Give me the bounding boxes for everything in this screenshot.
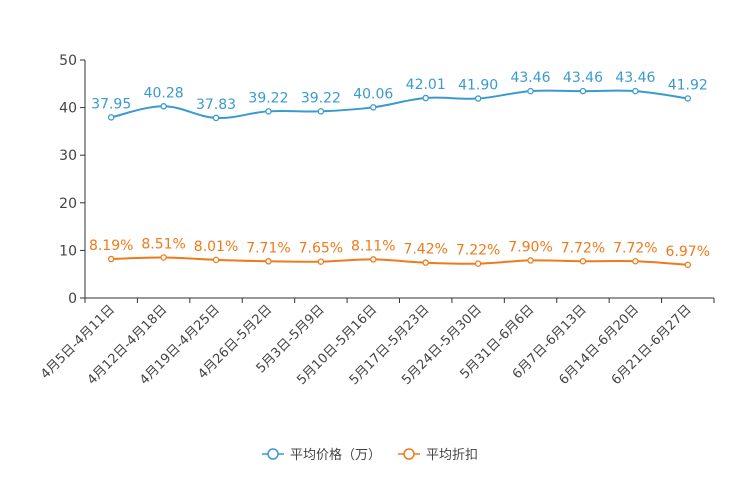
data-label: 7.71% bbox=[246, 240, 290, 256]
data-label: 39.22 bbox=[248, 90, 288, 106]
data-point bbox=[527, 257, 534, 264]
data-point bbox=[370, 256, 377, 263]
data-label: 43.46 bbox=[563, 70, 603, 86]
data-label: 41.92 bbox=[668, 77, 708, 93]
data-label: 42.01 bbox=[406, 77, 446, 93]
data-label: 43.46 bbox=[510, 70, 550, 86]
data-point bbox=[212, 256, 220, 264]
data-point bbox=[579, 258, 587, 265]
data-point bbox=[265, 258, 272, 265]
series-line-0 bbox=[110, 89, 688, 119]
data-label: 39.22 bbox=[301, 90, 341, 106]
data-label: 6.97% bbox=[666, 244, 710, 260]
data-label: 40.28 bbox=[144, 85, 184, 101]
data-point bbox=[684, 261, 692, 269]
legend-label: 平均价格（万） bbox=[290, 447, 381, 463]
data-label: 37.83 bbox=[196, 97, 236, 113]
y-tick-label: 0 bbox=[68, 291, 77, 307]
data-point bbox=[579, 87, 587, 95]
data-label: 7.90% bbox=[508, 239, 552, 255]
data-label: 7.72% bbox=[613, 240, 657, 256]
legend-label: 平均折扣 bbox=[426, 448, 478, 463]
series-line-1 bbox=[111, 256, 688, 266]
data-point bbox=[474, 95, 482, 102]
data-point bbox=[474, 260, 482, 267]
data-label: 7.22% bbox=[456, 243, 500, 259]
data-point bbox=[160, 254, 167, 261]
data-label: 41.90 bbox=[458, 78, 498, 94]
data-label: 43.46 bbox=[615, 70, 655, 86]
data-point bbox=[422, 94, 429, 102]
y-tick-label: 40 bbox=[59, 101, 77, 117]
y-tick-label: 50 bbox=[59, 53, 77, 69]
data-label: 8.19% bbox=[89, 238, 133, 254]
data-point bbox=[212, 114, 220, 122]
y-tick-label: 30 bbox=[59, 148, 77, 164]
data-point bbox=[160, 103, 167, 110]
data-point bbox=[632, 87, 639, 95]
data-point bbox=[107, 255, 115, 263]
data-label: 7.65% bbox=[299, 241, 343, 257]
data-label: 7.42% bbox=[403, 242, 447, 258]
data-point bbox=[317, 108, 325, 115]
data-label: 40.06 bbox=[353, 86, 393, 102]
data-point bbox=[527, 87, 534, 95]
data-point bbox=[422, 259, 429, 266]
data-label: 37.95 bbox=[91, 96, 131, 112]
data-point bbox=[107, 114, 115, 121]
y-tick-label: 20 bbox=[59, 196, 77, 212]
data-label: 8.01% bbox=[194, 239, 238, 255]
legend-swatch-marker bbox=[403, 448, 415, 460]
data-label: 8.51% bbox=[141, 236, 185, 252]
data-point bbox=[684, 95, 692, 102]
data-point bbox=[370, 104, 377, 111]
legend-swatch-marker bbox=[267, 448, 279, 460]
data-point bbox=[632, 258, 639, 265]
data-label: 8.11% bbox=[351, 238, 395, 254]
data-point bbox=[317, 258, 325, 265]
data-label: 7.72% bbox=[561, 240, 605, 256]
y-tick-label: 10 bbox=[59, 243, 77, 259]
data-point bbox=[265, 108, 272, 115]
